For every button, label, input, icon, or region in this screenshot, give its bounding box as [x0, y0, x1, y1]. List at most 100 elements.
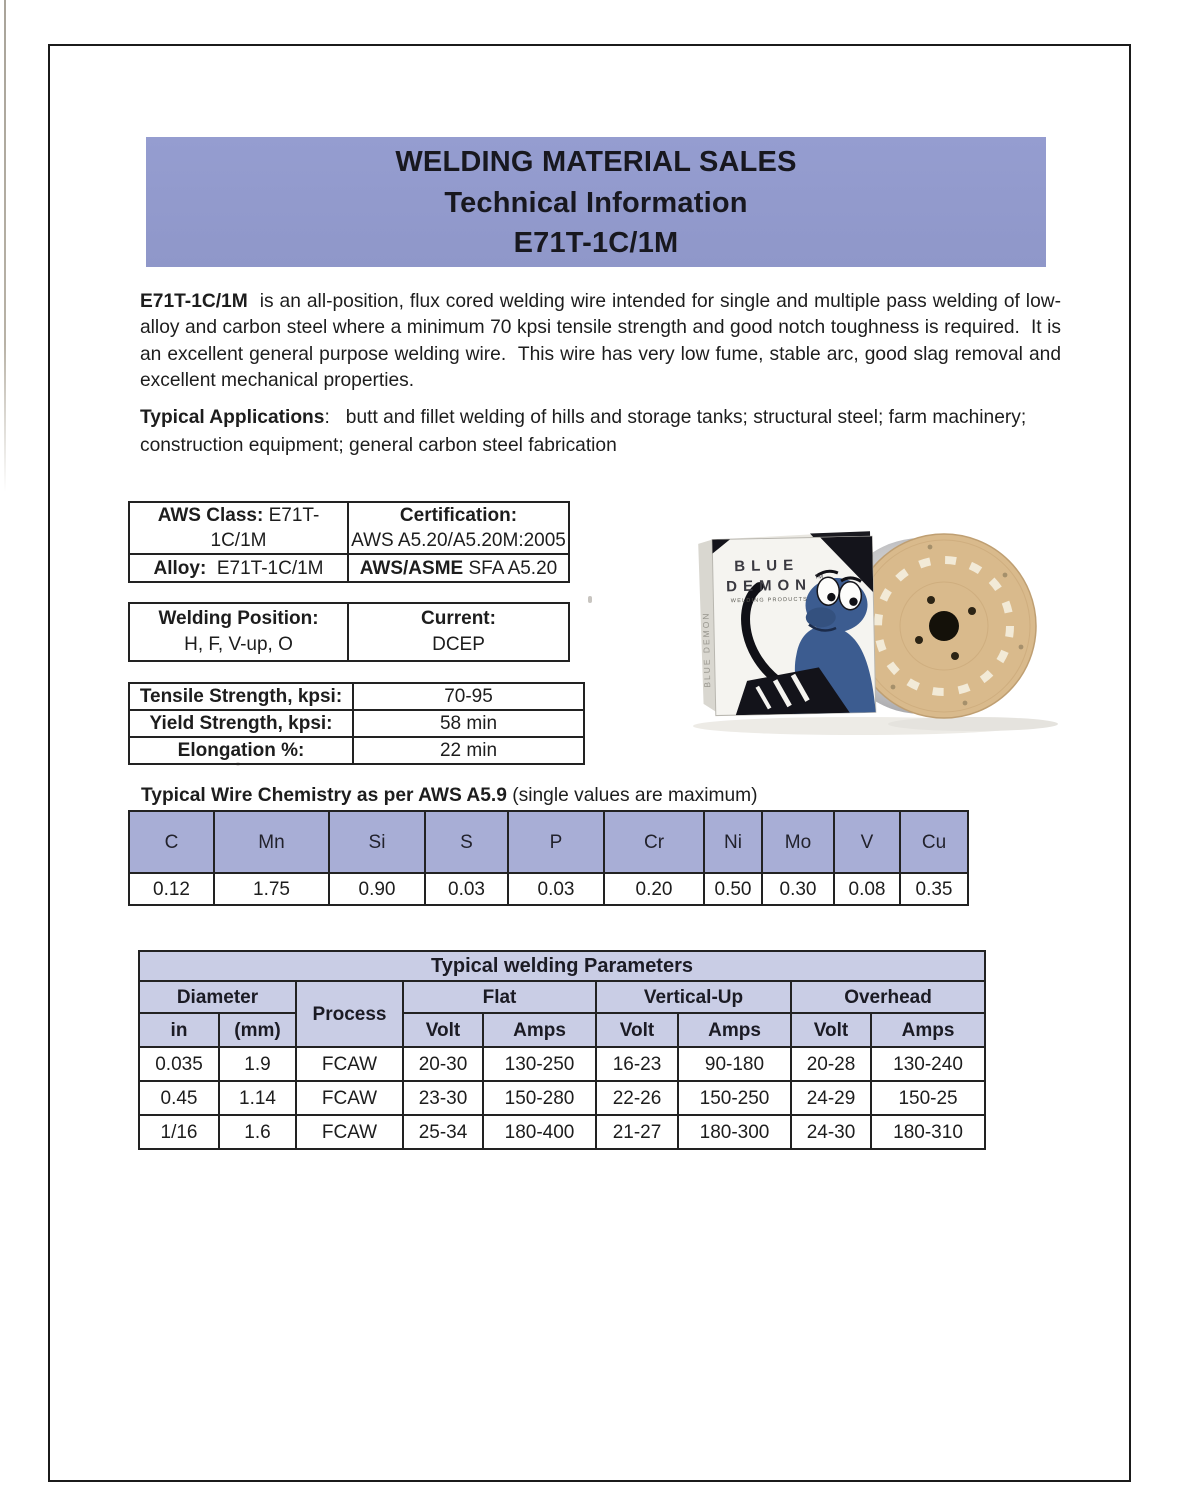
param-cell: 1.9: [218, 1046, 297, 1082]
process-header: Process: [295, 980, 404, 1048]
tensile-value: 70-95: [352, 682, 585, 711]
asme-cell: AWS/ASME SFA A5.20: [347, 553, 570, 583]
chemistry-heading: Typical Wire Chemistry as per AWS A5.9 (…: [141, 785, 758, 807]
banner-subtitle: Technical Information: [444, 186, 748, 219]
chem-header-cell: C: [128, 810, 215, 874]
param-cell: 1.6: [218, 1114, 297, 1150]
torch-cable: [741, 582, 782, 685]
wire-spool: [833, 533, 1037, 719]
chem-value-cell: 0.90: [328, 872, 426, 906]
demon-snout: [805, 607, 836, 628]
aws-class-cell: AWS Class: E71T-1C/1M: [128, 501, 349, 555]
diameter-header: Diameter: [138, 980, 297, 1014]
volt-header: Volt: [595, 1012, 679, 1048]
chem-value-cell: 0.12: [128, 872, 215, 906]
amps-header: Amps: [482, 1012, 597, 1048]
param-cell: 20-28: [790, 1046, 872, 1082]
applications-text: : butt and fillet welding of hills and s…: [140, 407, 1032, 456]
scan-edge-artifact: [4, 0, 6, 492]
param-cell: 130-250: [482, 1046, 597, 1082]
aws-class-label: AWS Class:: [157, 505, 264, 526]
asme-value: SFA A5.20: [463, 557, 558, 579]
param-cell: 16-23: [595, 1046, 679, 1082]
box-side-text: BLUE DEMON: [701, 611, 713, 687]
chem-header-cell: V: [833, 810, 901, 874]
tensile-label: Tensile Strength, kpsi:: [128, 682, 354, 711]
welding-position-cell: Welding Position: H, F, V-up, O: [128, 602, 349, 662]
param-cell: 20-30: [402, 1046, 484, 1082]
amps-header: Amps: [869, 1012, 987, 1048]
volt-header: Volt: [790, 1012, 872, 1048]
volt-header: Volt: [402, 1012, 484, 1048]
table-row: 1/16 1.6 FCAW 25-34 180-400 21-27 180-30…: [138, 1114, 987, 1150]
box-side: [698, 539, 716, 712]
param-cell: 180-310: [869, 1114, 987, 1150]
param-cell: FCAW: [295, 1080, 404, 1116]
param-cell: FCAW: [295, 1114, 404, 1150]
chemistry-value-row: 0.12 1.75 0.90 0.03 0.03 0.20 0.50 0.30 …: [128, 872, 969, 906]
chem-header-cell: Cr: [603, 810, 705, 874]
banner-product-code: E71T-1C/1M: [513, 227, 679, 259]
parameters-sub-header-row: in (mm) Volt Amps Volt Amps Volt Amps: [138, 1012, 987, 1048]
alloy-cell: Alloy: E71T-1C/1M: [128, 553, 349, 583]
yield-value: 58 min: [352, 709, 585, 738]
chemistry-header-row: C Mn Si S P Cr Ni Mo V Cu: [128, 810, 969, 874]
brand-line2: DEMON: [726, 577, 812, 596]
welding-parameters-table: Typical welding Parameters Diameter Proc…: [137, 950, 987, 1150]
param-cell: 180-300: [677, 1114, 792, 1150]
certification-label: Certification:: [399, 505, 518, 526]
intro-text: is an all-position, flux cored welding w…: [140, 291, 1067, 392]
table-row: 0.035 1.9 FCAW 20-30 130-250 16-23 90-18…: [138, 1046, 987, 1082]
chem-header-cell: Si: [328, 810, 426, 874]
aws-class-value: E71T-1C/1M: [210, 505, 320, 551]
param-cell: 1/16: [138, 1114, 220, 1150]
brand-line1: BLUE: [734, 557, 799, 575]
vertical-up-header: Vertical-Up: [595, 980, 792, 1014]
chem-value-cell: 0.08: [833, 872, 901, 906]
param-cell: 180-400: [482, 1114, 597, 1150]
wire-chemistry-table: C Mn Si S P Cr Ni Mo V Cu 0.12 1.75 0.90…: [128, 810, 969, 906]
intro-paragraph: E71T-1C/1M is an all-position, flux core…: [140, 289, 1061, 395]
param-cell: 0.45: [138, 1080, 220, 1116]
elongation-value: 22 min: [352, 736, 585, 765]
in-header: in: [138, 1012, 220, 1048]
chem-value-cell: 1.75: [213, 872, 330, 906]
chem-header-cell: S: [424, 810, 509, 874]
scan-speck: [236, 762, 240, 766]
demon-glove: [735, 667, 850, 716]
title-banner: WELDING MATERIAL SALES Technical Informa…: [146, 137, 1046, 267]
welding-position-label: Welding Position:: [158, 608, 319, 629]
applications-paragraph: Typical Applications: butt and fillet we…: [140, 404, 1061, 459]
aws-class-table: AWS Class: E71T-1C/1M Certification: AWS…: [128, 501, 570, 583]
chem-value-cell: 0.20: [603, 872, 705, 906]
param-cell: FCAW: [295, 1046, 404, 1082]
elongation-label: Elongation %:: [128, 736, 354, 765]
chem-header-cell: Ni: [703, 810, 763, 874]
yield-label: Yield Strength, kpsi:: [128, 709, 354, 738]
table-row: Tensile Strength, kpsi: 70-95: [128, 682, 585, 711]
chem-header-cell: Mo: [761, 810, 835, 874]
parameters-title: Typical welding Parameters: [137, 950, 987, 982]
chem-value-cell: 0.30: [761, 872, 835, 906]
table-row: Yield Strength, kpsi: 58 min: [128, 709, 585, 738]
param-cell: 130-240: [869, 1046, 987, 1082]
param-cell: 1.14: [218, 1080, 297, 1116]
certification-cell: Certification: AWS A5.20/A5.20M:2005: [347, 501, 570, 555]
intro-lead: E71T-1C/1M: [140, 291, 248, 312]
chem-header-cell: Mn: [213, 810, 330, 874]
current-cell: Current: DCEP: [347, 602, 570, 662]
banner-title: WELDING MATERIAL SALES: [395, 146, 797, 178]
shadow: [888, 717, 1058, 731]
trademark-mark: TM: [815, 574, 823, 580]
welding-position-table: Welding Position: H, F, V-up, O Current:…: [128, 602, 570, 662]
param-cell: 90-180: [677, 1046, 792, 1082]
amps-header: Amps: [677, 1012, 792, 1048]
param-cell: 25-34: [402, 1114, 484, 1150]
chem-value-cell: 0.03: [507, 872, 605, 906]
spool-center-hole: [929, 611, 959, 641]
overhead-header: Overhead: [789, 980, 987, 1014]
parameters-group-header-row: Diameter Process Flat Vertical-Up Overhe…: [138, 980, 987, 1048]
param-cell: 22-26: [595, 1080, 679, 1116]
param-cell: 23-30: [402, 1080, 484, 1116]
